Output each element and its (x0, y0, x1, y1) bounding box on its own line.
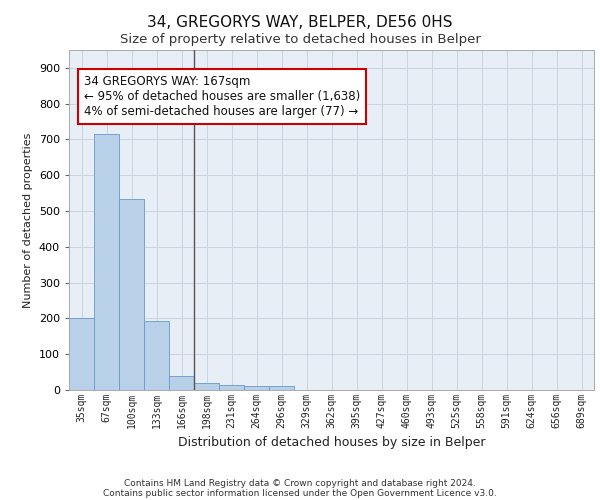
Bar (194, 383, 219, 390)
Text: Size of property relative to detached houses in Belper: Size of property relative to detached ho… (119, 32, 481, 46)
Bar (69, 318, 94, 390)
Text: Contains HM Land Registry data © Crown copyright and database right 2024.: Contains HM Land Registry data © Crown c… (124, 478, 476, 488)
Bar (119, 198, 144, 390)
Bar (219, 385, 244, 390)
Bar (269, 386, 294, 390)
Bar (169, 376, 194, 390)
Bar (94, 134, 119, 390)
X-axis label: Distribution of detached houses by size in Belper: Distribution of detached houses by size … (178, 436, 485, 450)
Bar (144, 321, 169, 390)
Bar (244, 386, 269, 390)
Text: 34 GREGORYS WAY: 167sqm
← 95% of detached houses are smaller (1,638)
4% of semi-: 34 GREGORYS WAY: 167sqm ← 95% of detache… (83, 75, 360, 118)
Y-axis label: Number of detached properties: Number of detached properties (23, 132, 33, 308)
Text: Contains public sector information licensed under the Open Government Licence v3: Contains public sector information licen… (103, 488, 497, 498)
Text: 34, GREGORYS WAY, BELPER, DE56 0HS: 34, GREGORYS WAY, BELPER, DE56 0HS (147, 15, 453, 30)
